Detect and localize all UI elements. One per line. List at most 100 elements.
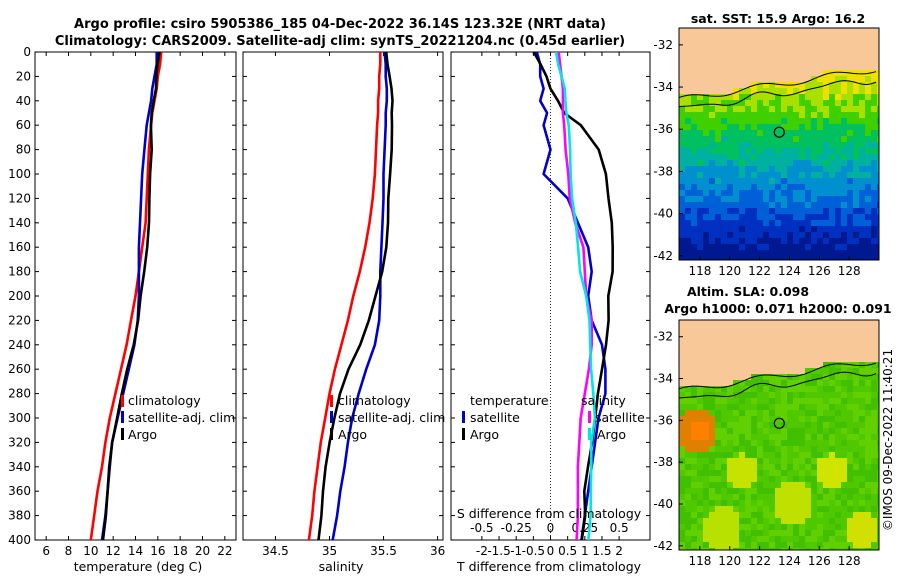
map-cell — [871, 100, 878, 107]
map-cell — [685, 100, 692, 107]
map-cell — [859, 374, 866, 381]
map-cell — [703, 250, 710, 257]
map-cell — [769, 94, 776, 101]
map-cell — [739, 464, 746, 471]
map-cell — [823, 410, 830, 417]
map-cell — [871, 160, 878, 167]
map-cell — [865, 148, 872, 155]
map-cell — [853, 196, 860, 203]
legend-swatch-climatology — [121, 395, 124, 407]
map-cell — [823, 386, 830, 393]
map-cell — [865, 446, 872, 453]
map-cell — [763, 214, 770, 221]
map-cell — [703, 422, 710, 429]
map-cell — [745, 112, 752, 119]
map-cell — [793, 464, 800, 471]
map-cell — [733, 202, 740, 209]
map-cell — [721, 118, 728, 125]
map-cell — [859, 70, 866, 77]
map-cell — [799, 202, 806, 209]
map-cell — [691, 220, 698, 227]
x-tick-label: 35.5 — [370, 544, 397, 558]
map-cell — [799, 124, 806, 131]
map-cell — [763, 440, 770, 447]
map-cell — [793, 184, 800, 191]
map-cell — [811, 398, 818, 405]
map-cell — [691, 482, 698, 489]
map-cell — [679, 160, 686, 167]
map-cell — [841, 172, 848, 179]
map-cell — [865, 250, 872, 257]
map-cell — [787, 208, 794, 215]
map-cell — [865, 422, 872, 429]
map-cell — [775, 392, 782, 399]
map-cell — [745, 184, 752, 191]
map-cell — [877, 256, 879, 260]
map-cell — [739, 512, 746, 519]
map-cell — [847, 112, 854, 119]
map-cell — [841, 374, 848, 381]
y-tick-label: 320 — [8, 435, 31, 449]
map-cell — [757, 160, 764, 167]
map-cell — [787, 106, 794, 113]
map-cell — [763, 410, 770, 417]
map-cell — [829, 178, 836, 185]
map-cell — [799, 446, 806, 453]
map-cell — [787, 542, 794, 549]
map-cell — [793, 190, 800, 197]
map-cell — [817, 232, 824, 239]
map-cell — [799, 184, 806, 191]
map-cell — [721, 136, 728, 143]
map-cell — [859, 82, 866, 89]
map-cell — [835, 250, 842, 257]
map-cell — [697, 196, 704, 203]
map-cell — [853, 548, 860, 550]
map-cell — [697, 392, 704, 399]
map-cell — [823, 154, 830, 161]
map-cell — [877, 380, 879, 387]
map-cell — [811, 76, 818, 83]
map-cell — [805, 524, 812, 531]
map-cell — [697, 404, 704, 411]
map-cell — [841, 196, 848, 203]
map-cell — [769, 542, 776, 549]
map-cell — [733, 238, 740, 245]
map-cell — [715, 100, 722, 107]
map-cell — [877, 506, 879, 513]
map-cell — [787, 512, 794, 519]
map-cell — [757, 518, 764, 525]
map-cell — [841, 118, 848, 125]
map-cell — [691, 142, 698, 149]
map-cell — [679, 410, 686, 417]
map-cell — [853, 530, 860, 537]
map-cell — [865, 226, 872, 233]
map-cell — [829, 76, 836, 83]
map-cell — [715, 220, 722, 227]
map-cell — [739, 184, 746, 191]
map-cell — [703, 148, 710, 155]
map-cell — [697, 130, 704, 137]
map-cell — [745, 94, 752, 101]
map-cell — [775, 380, 782, 387]
map-cell — [709, 238, 716, 245]
map-cell — [817, 190, 824, 197]
map-cell — [715, 130, 722, 137]
map-cell — [841, 368, 848, 375]
map-cell — [751, 470, 758, 477]
map-cell — [697, 250, 704, 257]
map-cell — [871, 196, 878, 203]
map-cell — [859, 482, 866, 489]
map-cell — [823, 446, 830, 453]
map-cell — [691, 428, 698, 435]
map-cell — [751, 422, 758, 429]
map-cell — [769, 410, 776, 417]
map-cell — [721, 428, 728, 435]
map-cell — [685, 446, 692, 453]
map-cell — [829, 416, 836, 423]
map-cell — [715, 452, 722, 459]
s-tick-label: 0.5 — [610, 521, 629, 535]
map-cell — [775, 178, 782, 185]
map-cell — [817, 374, 824, 381]
map-cell — [775, 250, 782, 257]
map-cell — [697, 542, 704, 549]
